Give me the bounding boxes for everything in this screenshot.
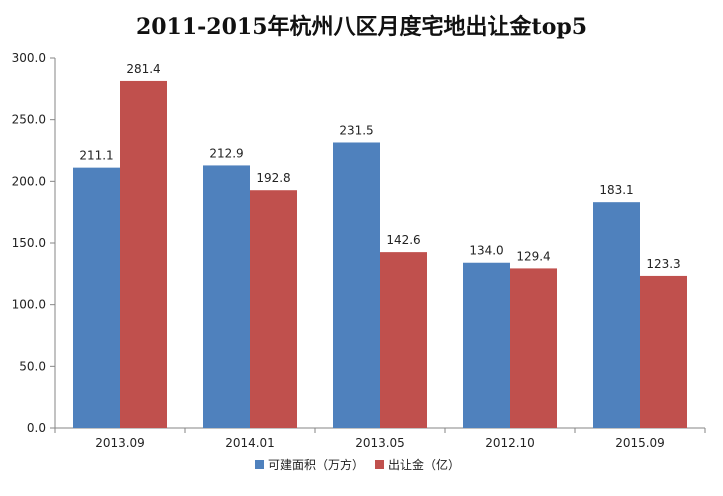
x-tick-label: 2015.09 xyxy=(615,436,665,450)
legend-swatch xyxy=(255,460,264,469)
bar-amount xyxy=(510,268,557,428)
y-tick-label: 0.0 xyxy=(27,421,46,435)
data-label: 192.8 xyxy=(256,171,290,185)
legend-swatch xyxy=(375,460,384,469)
bar-area xyxy=(73,167,120,429)
data-label: 281.4 xyxy=(126,62,160,76)
data-labels-group: 211.1 281.4 212.9 192.8 231.5 142.6 134.0 129.4… xyxy=(79,62,680,271)
x-tick-label: 2012.10 xyxy=(485,436,535,450)
bar-area xyxy=(463,262,510,428)
legend-label: 可建面积（万方） xyxy=(268,457,364,472)
data-label: 231.5 xyxy=(339,123,373,137)
bar-area xyxy=(593,202,640,428)
data-label: 134.0 xyxy=(469,244,503,258)
axes-group: 0.0 50.0 100.0 150.0 200.0 250.0 300.0 2013.09 2… xyxy=(12,51,706,450)
y-tick-label: 50.0 xyxy=(19,359,46,373)
data-label: 183.1 xyxy=(599,183,633,197)
x-tick-label: 2013.05 xyxy=(355,436,405,450)
x-tick-label: 2014.01 xyxy=(225,436,275,450)
y-tick-label: 150.0 xyxy=(12,236,46,250)
data-label: 212.9 xyxy=(209,146,243,160)
data-label: 123.3 xyxy=(646,257,680,271)
data-label: 142.6 xyxy=(386,233,420,247)
y-tick-label: 250.0 xyxy=(12,113,46,127)
data-label: 211.1 xyxy=(79,149,113,163)
bar-area xyxy=(203,165,250,428)
legend-label: 出让金（亿） xyxy=(388,457,460,472)
y-tick-label: 100.0 xyxy=(12,298,46,312)
bar-amount xyxy=(250,190,297,428)
bar-area xyxy=(333,142,380,428)
bar-amount xyxy=(380,252,427,428)
bar-amount xyxy=(120,80,167,428)
data-label: 129.4 xyxy=(516,249,550,263)
chart-title: 2011-2015年杭州八区月度宅地出让金top5 xyxy=(136,14,587,40)
x-tick-label: 2013.09 xyxy=(95,436,145,450)
bar-amount xyxy=(640,275,687,428)
y-tick-label: 200.0 xyxy=(12,174,46,188)
y-tick-label: 300.0 xyxy=(12,51,46,65)
legend: 可建面积（万方） 出让金（亿） xyxy=(255,457,460,472)
bars-group xyxy=(73,80,687,429)
